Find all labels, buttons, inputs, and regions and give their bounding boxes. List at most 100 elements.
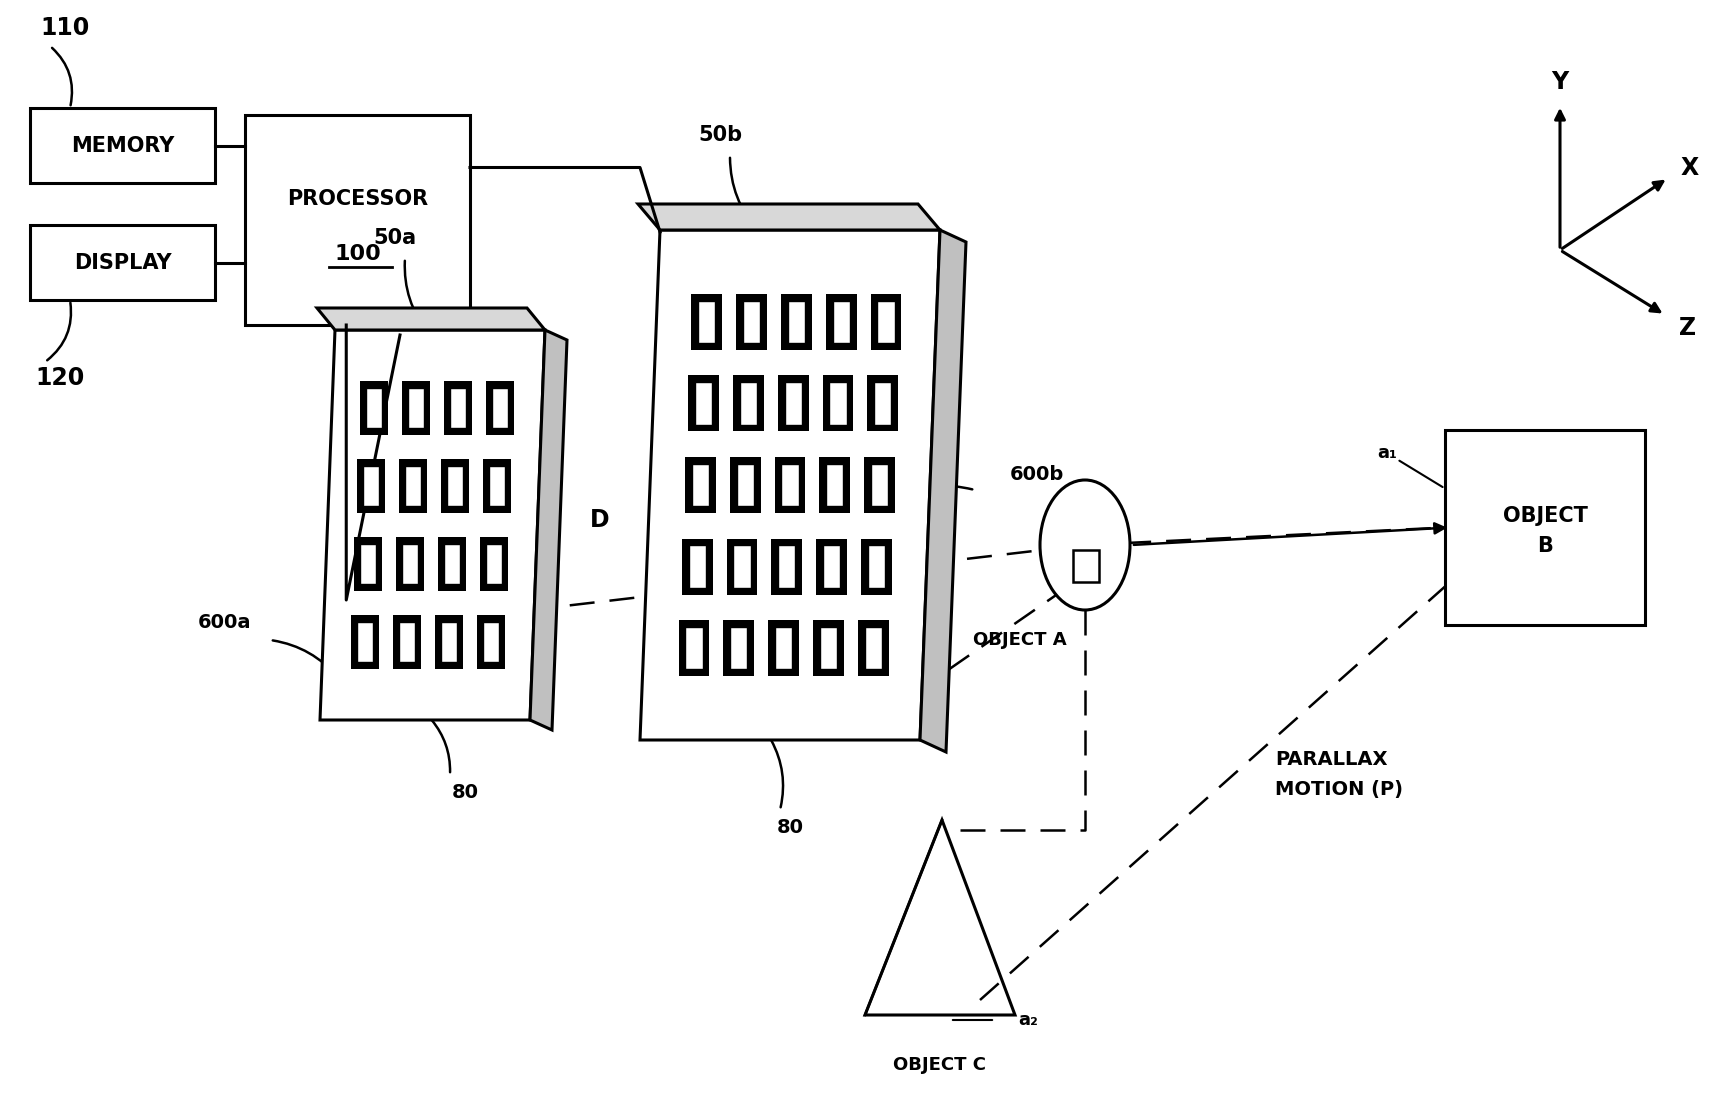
Bar (483, 622, 499, 663)
Bar (695, 382, 712, 425)
Bar (691, 294, 722, 350)
Ellipse shape (1039, 480, 1129, 610)
Bar (350, 615, 379, 668)
Bar (407, 388, 424, 428)
Polygon shape (920, 230, 965, 752)
Text: 80: 80 (452, 784, 478, 803)
Bar (436, 537, 466, 591)
Bar (868, 545, 885, 588)
Text: Z: Z (1678, 316, 1696, 340)
Text: Y: Y (1550, 70, 1567, 94)
Bar (729, 457, 760, 513)
Polygon shape (320, 330, 544, 720)
Polygon shape (530, 330, 566, 730)
Bar (868, 375, 897, 432)
Text: DISPLAY: DISPLAY (74, 252, 171, 273)
Bar (733, 545, 750, 588)
Text: MEMORY: MEMORY (71, 135, 175, 155)
Text: 600b: 600b (1010, 466, 1063, 484)
Bar (774, 457, 805, 513)
Bar (733, 375, 764, 432)
Text: X: X (1680, 156, 1697, 179)
Bar (357, 459, 385, 513)
Bar (691, 464, 708, 506)
Bar (405, 466, 421, 506)
Bar (485, 544, 502, 585)
Bar (1444, 430, 1644, 625)
Bar (736, 464, 753, 506)
Bar (830, 382, 847, 425)
Bar (395, 537, 424, 591)
Bar (398, 459, 428, 513)
Bar (861, 538, 892, 595)
Bar (869, 294, 901, 350)
Bar (857, 620, 889, 676)
Bar (831, 301, 849, 344)
Bar (488, 466, 504, 506)
Bar (440, 459, 469, 513)
Bar (440, 622, 457, 663)
Bar (781, 294, 811, 350)
Bar (819, 457, 850, 513)
Bar (443, 544, 459, 585)
Bar (476, 615, 506, 668)
Bar (679, 620, 708, 676)
Bar (781, 464, 798, 506)
Text: 80: 80 (776, 818, 804, 838)
Bar (480, 537, 507, 591)
Polygon shape (637, 204, 939, 230)
Bar (774, 626, 792, 669)
Bar (684, 626, 701, 669)
Bar (778, 545, 795, 588)
Text: OBJECT C: OBJECT C (894, 1056, 986, 1073)
Bar (485, 381, 514, 435)
Bar (698, 301, 715, 344)
Bar (771, 538, 802, 595)
Bar (481, 459, 511, 513)
Bar (726, 538, 757, 595)
Bar (871, 464, 889, 506)
Bar (244, 115, 469, 325)
Bar (1072, 550, 1098, 582)
Bar (864, 626, 882, 669)
Bar (357, 622, 372, 663)
Bar (736, 294, 767, 350)
Text: 120: 120 (35, 366, 85, 390)
Text: a₁: a₁ (1377, 445, 1396, 462)
Text: 600a: 600a (197, 612, 251, 632)
Text: 100: 100 (334, 243, 381, 263)
Bar (876, 301, 894, 344)
Polygon shape (317, 308, 544, 330)
Bar (365, 388, 381, 428)
Bar (785, 382, 802, 425)
Text: 50b: 50b (698, 126, 741, 145)
Bar (450, 388, 466, 428)
Bar (823, 375, 852, 432)
Bar (360, 544, 376, 585)
Bar (873, 382, 890, 425)
Text: 110: 110 (40, 17, 90, 40)
Text: OBJECT A: OBJECT A (973, 631, 1067, 648)
Bar (826, 294, 856, 350)
Bar (684, 457, 715, 513)
Bar (778, 375, 809, 432)
Bar (740, 382, 757, 425)
Bar (393, 615, 421, 668)
Bar (492, 388, 507, 428)
Bar (359, 381, 388, 435)
Bar (353, 537, 383, 591)
Text: 50a: 50a (372, 228, 416, 248)
Bar (688, 375, 719, 432)
Bar (816, 538, 847, 595)
Bar (681, 538, 712, 595)
Bar (722, 620, 753, 676)
Text: B: B (1536, 535, 1552, 556)
Bar (729, 626, 746, 669)
Bar (819, 626, 837, 669)
Bar (402, 544, 417, 585)
Text: a₂: a₂ (1017, 1011, 1037, 1029)
Text: MOTION (P): MOTION (P) (1275, 781, 1403, 799)
Bar (823, 545, 840, 588)
Polygon shape (639, 230, 939, 740)
Text: PROCESSOR: PROCESSOR (288, 189, 428, 209)
